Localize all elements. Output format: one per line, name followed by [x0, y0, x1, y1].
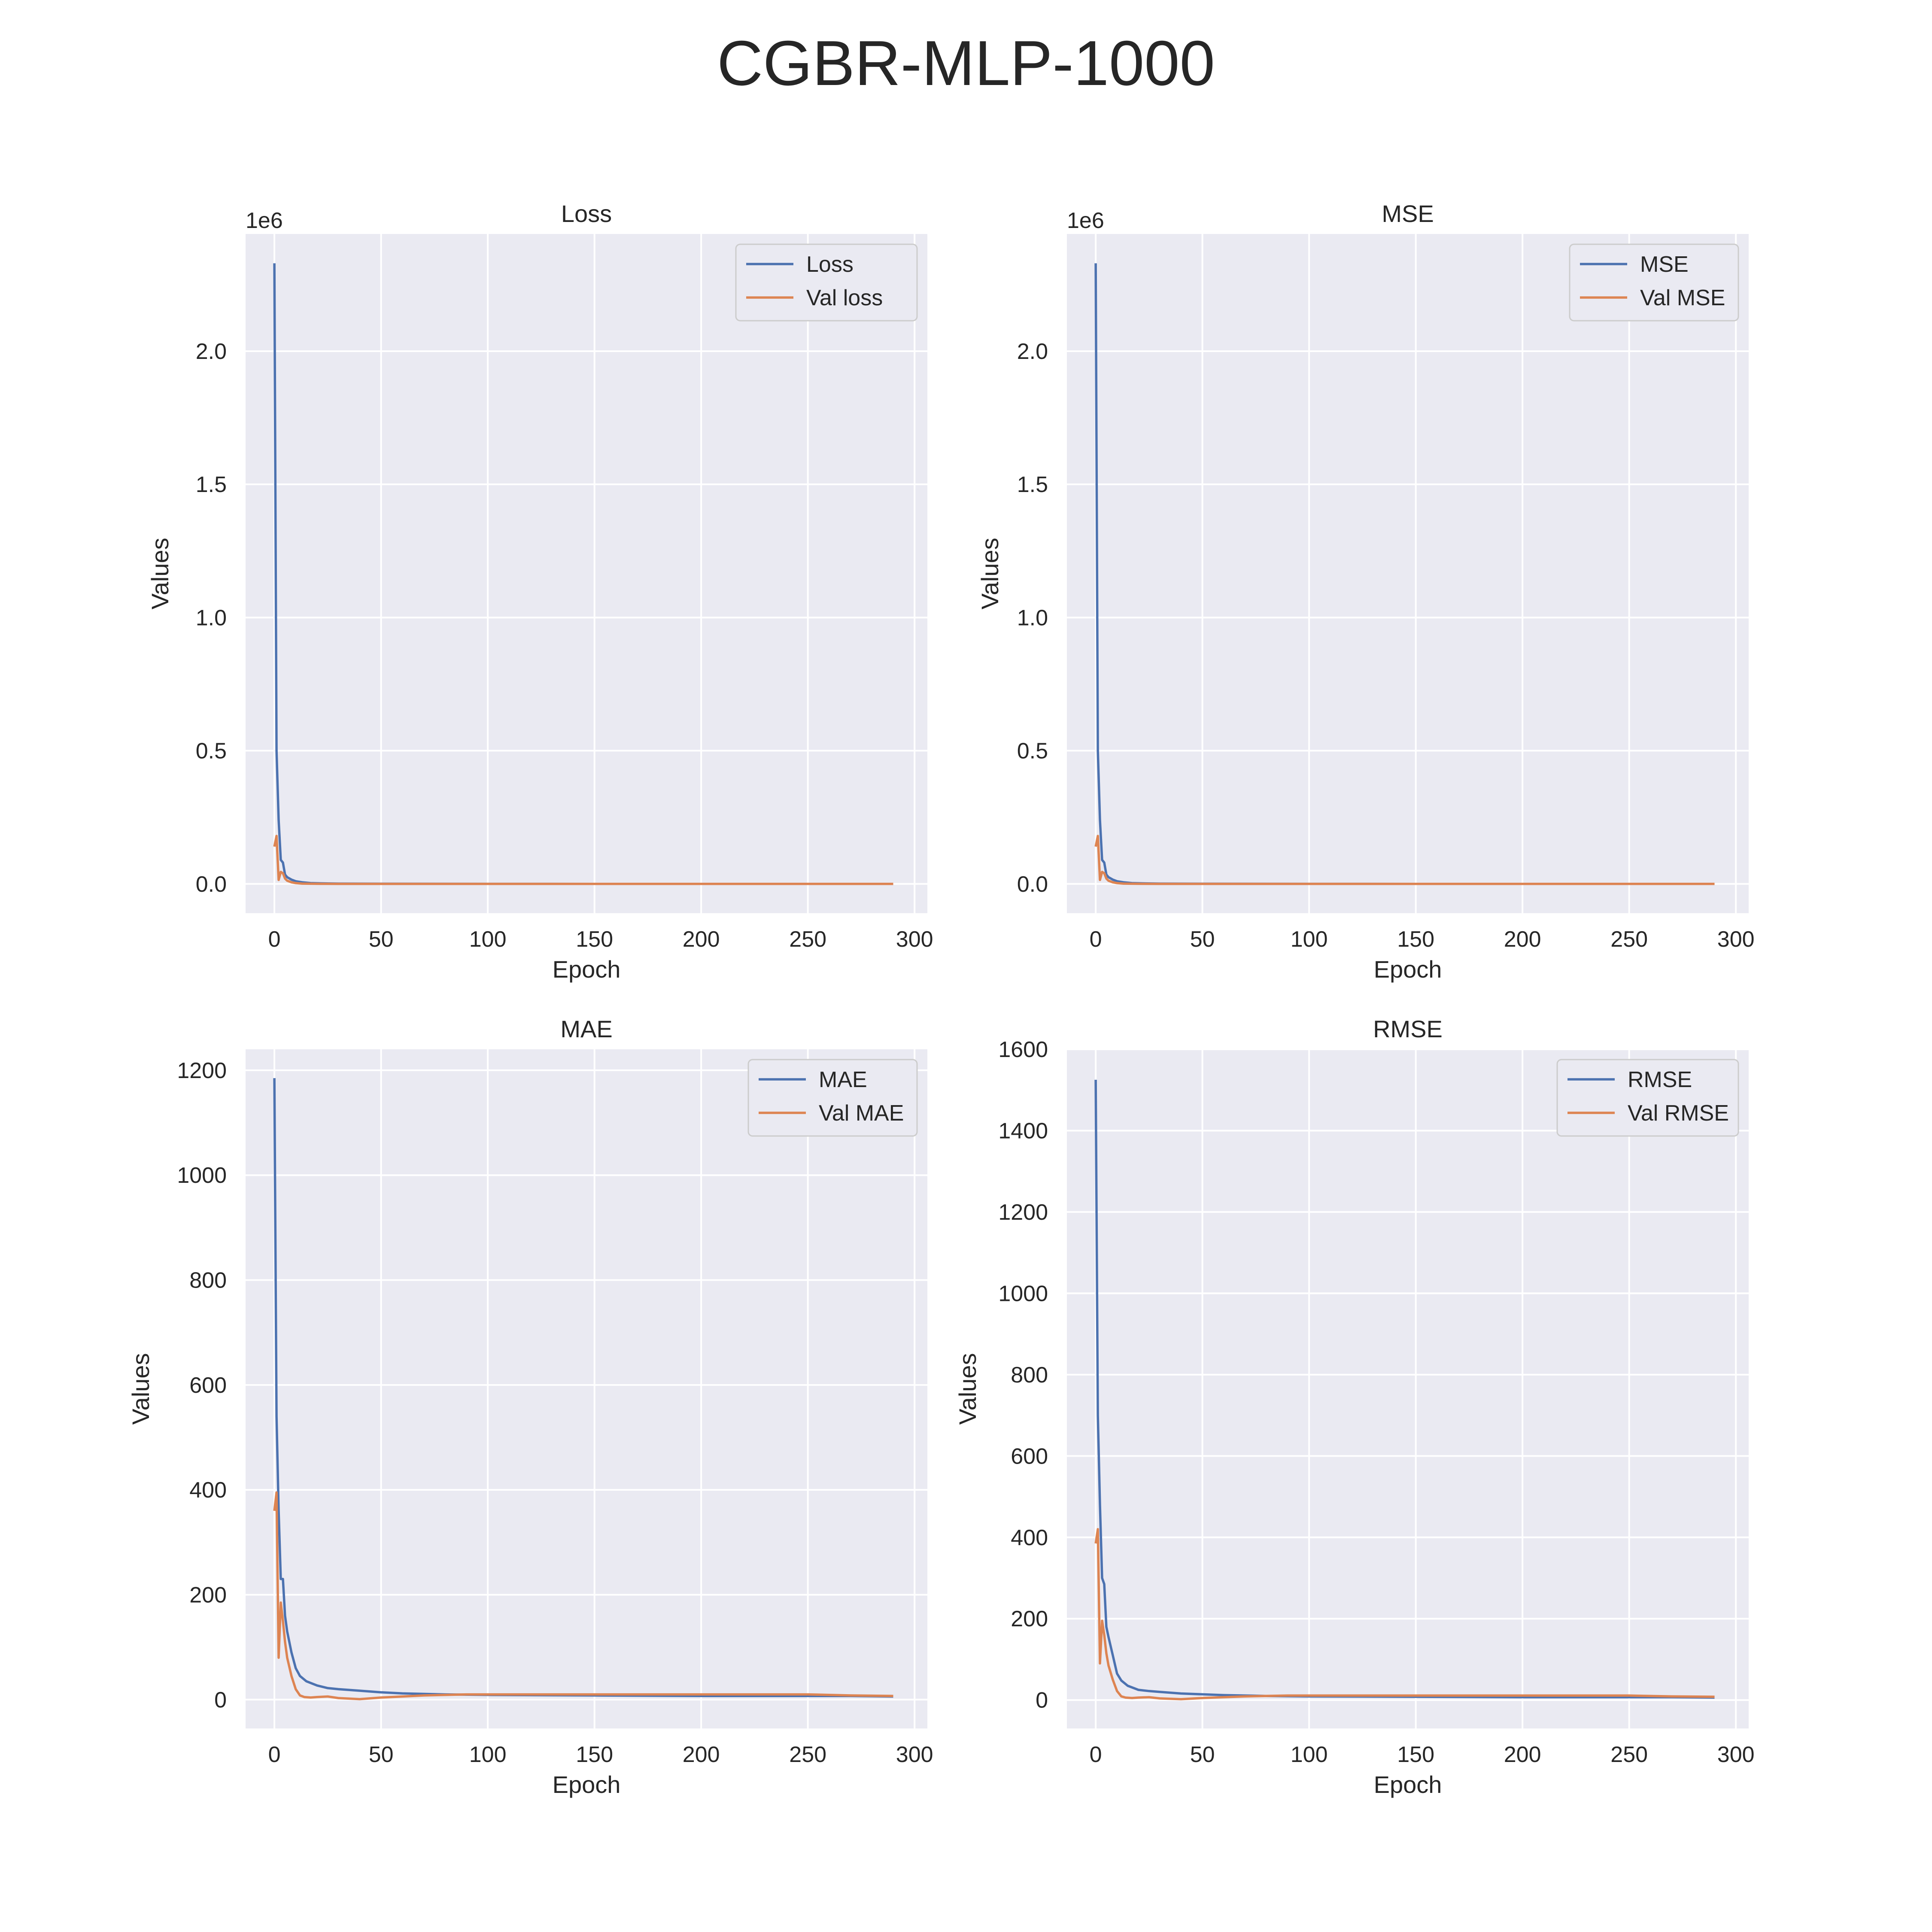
- subplot-rmse: 0 50 100 150 200 250 300 0 200 400 600 800 1000 1200 1…: [954, 1015, 1755, 1798]
- x-tick-label: 300: [896, 927, 933, 952]
- subplot-loss: 0 50 100 150 200 250 300 0.0 0.5 1.0 1.5 2.0 1e6 Loss…: [146, 200, 933, 983]
- y-tick-label: 0: [1036, 1688, 1048, 1713]
- x-tick-label: 200: [683, 927, 720, 952]
- subplot-title: Loss: [561, 200, 612, 227]
- x-tick-label: 50: [369, 927, 394, 952]
- x-tick-label: 200: [1504, 927, 1541, 952]
- subplot-grid: 0 50 100 150 200 250 300 0.0 0.5 1.0 1.5 2.0 1e6 Loss…: [127, 200, 1755, 1798]
- y-offset-label: 1e6: [1067, 208, 1104, 233]
- x-tick-label: 250: [1610, 927, 1648, 952]
- y-axis-label: Values: [954, 1353, 981, 1425]
- legend: MSE Val MSE: [1569, 243, 1739, 322]
- series-line-val-mae: [273, 1491, 893, 1701]
- x-tick-label: 300: [1717, 1742, 1755, 1767]
- legend-label: Val loss: [806, 286, 883, 310]
- y-tick-label: 1.0: [1017, 605, 1048, 630]
- y-tick-label: 0.5: [196, 739, 227, 764]
- y-tick-label: 1.0: [196, 605, 227, 630]
- x-axis-label: Epoch: [553, 956, 621, 983]
- y-tick-label: 0.5: [1017, 739, 1048, 764]
- y-tick-label: 600: [189, 1373, 227, 1398]
- y-tick-label: 0.0: [196, 872, 227, 897]
- x-tick-label: 0: [268, 1742, 281, 1767]
- y-tick-label: 1400: [998, 1118, 1048, 1143]
- x-tick-label: 200: [1504, 1742, 1541, 1767]
- subplot-title: RMSE: [1373, 1015, 1443, 1042]
- plot-area: [1067, 1049, 1749, 1728]
- subplot-title: MAE: [560, 1015, 612, 1042]
- y-tick-label: 800: [1011, 1363, 1048, 1388]
- subplot-mse: 0 50 100 150 200 250 300 0.0 0.5 1.0 1.5 2.0 1e6 MSE E…: [976, 200, 1755, 983]
- legend: Loss Val loss: [735, 243, 918, 322]
- y-tick-label: 0: [214, 1688, 227, 1713]
- y-tick-label: 1000: [177, 1163, 227, 1188]
- x-tick-label: 150: [576, 927, 613, 952]
- x-tick-label: 50: [1190, 927, 1215, 952]
- x-tick-label: 150: [1397, 927, 1434, 952]
- y-tick-label: 400: [1011, 1525, 1048, 1550]
- x-axis-label: Epoch: [1374, 1771, 1442, 1798]
- x-tick-label: 50: [369, 1742, 394, 1767]
- legend: RMSE Val RMSE: [1556, 1059, 1739, 1137]
- plot-area: [246, 234, 927, 913]
- y-axis-label: Values: [127, 1353, 154, 1425]
- x-axis-label: Epoch: [553, 1771, 621, 1798]
- x-tick-label: 300: [896, 1742, 933, 1767]
- y-tick-label: 1.5: [196, 472, 227, 497]
- y-tick-label: 2.0: [196, 339, 227, 364]
- x-tick-label: 0: [1090, 927, 1102, 952]
- x-tick-label: 50: [1190, 1742, 1215, 1767]
- legend-label: MSE: [1640, 252, 1689, 277]
- y-tick-label: 1200: [177, 1058, 227, 1083]
- x-tick-label: 150: [1397, 1742, 1434, 1767]
- subplot-mae: 0 50 100 150 200 250 300 0 200 400 600 800 1000 1200 M…: [127, 1015, 933, 1798]
- x-tick-label: 0: [1090, 1742, 1102, 1767]
- y-axis-label: Values: [146, 538, 173, 609]
- plot-area: [1067, 234, 1749, 913]
- y-tick-label: 2.0: [1017, 339, 1048, 364]
- x-tick-label: 250: [789, 1742, 826, 1767]
- x-tick-label: 100: [1291, 1742, 1328, 1767]
- figure-title: CGBR-MLP-1000: [717, 28, 1215, 99]
- x-tick-label: 250: [1610, 1742, 1648, 1767]
- legend: MAE Val MAE: [747, 1059, 918, 1137]
- legend-label: Val MAE: [819, 1101, 904, 1126]
- x-tick-label: 150: [576, 1742, 613, 1767]
- series-line-val-rmse: [1094, 1528, 1715, 1701]
- legend-label: RMSE: [1628, 1067, 1692, 1092]
- y-offset-label: 1e6: [246, 208, 283, 233]
- x-tick-label: 250: [789, 927, 826, 952]
- x-tick-label: 300: [1717, 927, 1755, 952]
- x-axis-label: Epoch: [1374, 956, 1442, 983]
- series-line-val-loss: [273, 835, 893, 885]
- y-tick-label: 200: [1011, 1607, 1048, 1631]
- series-line-val-mse: [1094, 835, 1715, 885]
- plot-area: [246, 1049, 927, 1728]
- legend-label: MAE: [819, 1067, 867, 1092]
- legend-label: Val RMSE: [1628, 1101, 1729, 1126]
- y-axis-label: Values: [976, 538, 1003, 609]
- series-line-rmse: [1094, 1079, 1715, 1699]
- y-tick-label: 200: [189, 1583, 227, 1607]
- x-tick-label: 100: [1291, 927, 1328, 952]
- x-tick-label: 100: [469, 927, 507, 952]
- legend-label: Val MSE: [1640, 286, 1725, 310]
- y-tick-label: 1000: [998, 1281, 1048, 1306]
- x-tick-label: 100: [469, 1742, 507, 1767]
- legend-label: Loss: [806, 252, 854, 277]
- y-tick-label: 0.0: [1017, 872, 1048, 897]
- y-tick-label: 600: [1011, 1444, 1048, 1469]
- y-tick-label: 1600: [998, 1037, 1048, 1062]
- x-tick-label: 200: [683, 1742, 720, 1767]
- y-tick-label: 800: [189, 1268, 227, 1293]
- subplot-title: MSE: [1382, 200, 1434, 227]
- y-tick-label: 400: [189, 1478, 227, 1503]
- x-tick-label: 0: [268, 927, 281, 952]
- y-tick-label: 1.5: [1017, 472, 1048, 497]
- y-tick-label: 1200: [998, 1200, 1048, 1225]
